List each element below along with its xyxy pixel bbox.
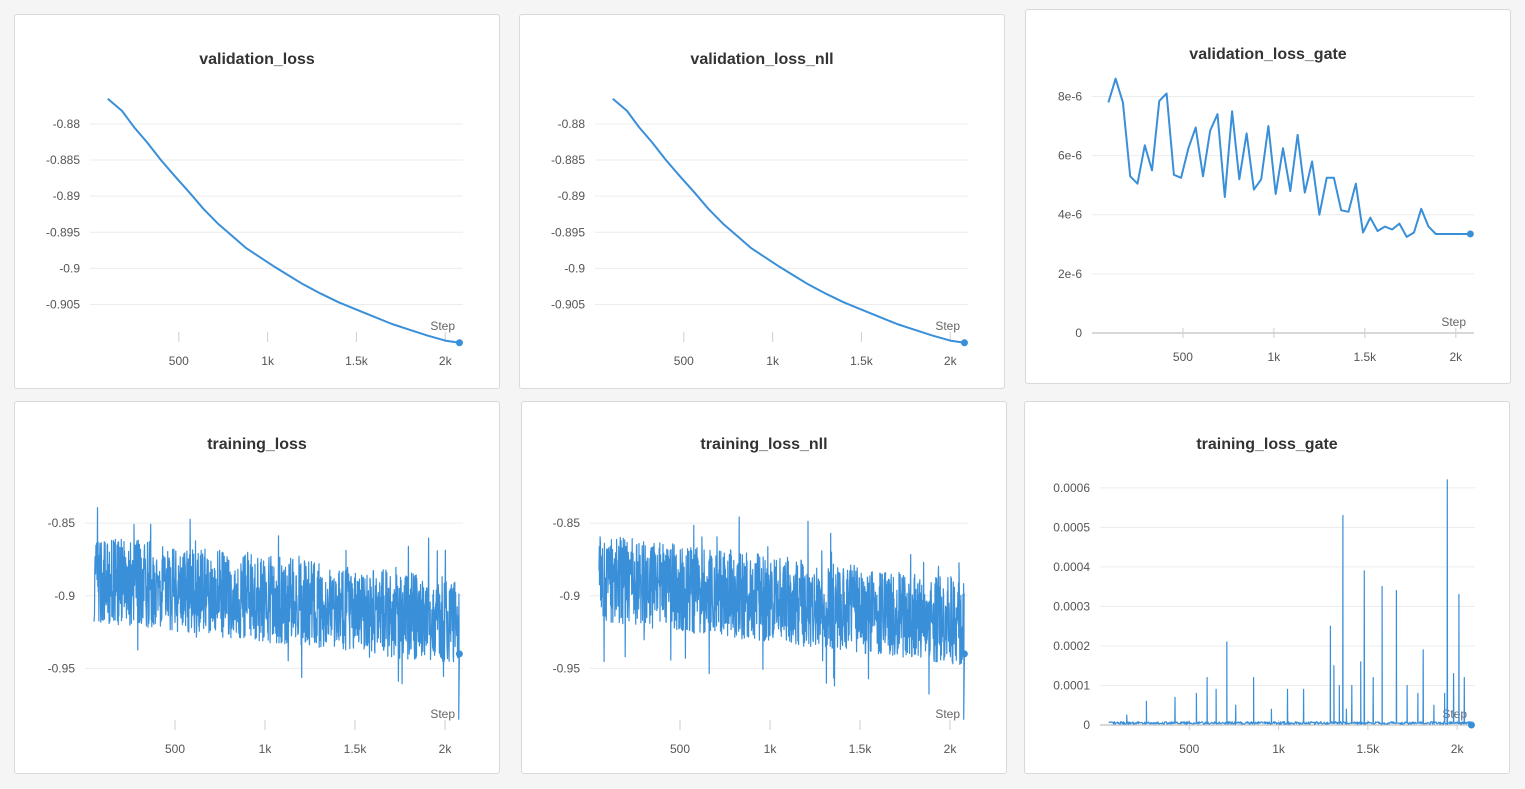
y-tick-label: -0.9 [59,261,80,275]
y-tick-label: -0.95 [553,661,581,675]
chart-title: training_loss [207,436,307,453]
y-tick-label: -0.895 [551,225,585,239]
x-tick-label: 1k [764,742,778,756]
y-tick-label: -0.895 [46,225,80,239]
last-point-marker [455,650,463,658]
y-tick-label: 0.0005 [1053,520,1090,534]
y-tick-label: -0.9 [54,589,75,603]
x-tick-label: 500 [670,742,690,756]
x-axis-label: Step [935,707,960,721]
x-tick-label: 1.5k [1354,350,1378,364]
x-tick-label: 1k [261,354,275,368]
x-tick-label: 1k [1272,742,1286,756]
series-line [612,97,965,344]
last-point-marker [960,339,968,347]
y-tick-label: -0.9 [559,589,580,603]
x-tick-label: 2k [944,742,958,756]
chart-validation-loss: -0.88 -0.885 -0.89 -0.895 -0.9 -0.905 500 1k 1.5… [46,97,463,368]
x-axis-label: Step [935,319,960,333]
chart-title: validation_loss [199,51,315,68]
x-tick-label: 500 [165,742,185,756]
y-tick-label: 0.0003 [1053,599,1090,613]
chart-title: training_loss_gate [1196,436,1338,453]
chart-panel-training-loss-gate[interactable]: training_loss_gate 0 0.0001 0.0002 0.0003 0.… [1024,401,1510,774]
x-axis-label: Step [1441,315,1466,329]
chart-training-loss-gate: 0 0.0001 0.0002 0.0003 0.0004 0.0005 0.0006 500… [1053,479,1475,756]
last-point-marker [1467,721,1475,729]
x-tick-label: 1.5k [849,742,873,756]
series-line [107,97,460,344]
series-line [1108,479,1472,726]
last-point-marker [1466,230,1474,238]
x-axis-label: Step [430,707,455,721]
y-tick-label: 0 [1083,718,1090,732]
chart-title: training_loss_nll [700,436,828,453]
y-tick-label: -0.88 [558,117,586,131]
last-point-marker [960,650,968,658]
chart-panel-validation-loss[interactable]: validation_loss -0.88 -0.885 -0.89 -0.895 -0… [14,14,500,389]
x-tick-label: 1k [1268,350,1282,364]
series-line [598,516,965,720]
y-tick-label: -0.885 [551,153,585,167]
x-tick-label: 500 [1179,742,1199,756]
x-tick-label: 1.5k [1357,742,1381,756]
x-tick-label: 1.5k [345,354,369,368]
y-tick-label: 0 [1075,326,1082,340]
chart-panel-validation-loss-gate[interactable]: validation_loss_gate 0 2e-6 4e-6 6e-6 8e-6 50… [1025,9,1511,384]
x-tick-label: 1k [766,354,780,368]
y-tick-label: -0.89 [558,189,586,203]
x-tick-label: 2k [1449,350,1463,364]
y-tick-label: 0.0002 [1053,639,1090,653]
y-tick-label: 0.0001 [1053,678,1090,692]
chart-validation-loss-nll: -0.88 -0.885 -0.89 -0.895 -0.9 -0.905 500 1k 1.5… [551,97,968,368]
x-tick-label: 2k [439,354,453,368]
y-tick-label: -0.95 [48,661,76,675]
chart-panel-training-loss-nll[interactable]: training_loss_nll -0.85 -0.9 -0.95 500 1k 1.5… [521,401,1007,774]
y-tick-label: 0.0004 [1053,560,1090,574]
chart-training-loss-nll: -0.85 -0.9 -0.95 500 1k 1.5k 2k Step [553,516,968,756]
x-axis-label: Step [1442,707,1467,721]
chart-title: validation_loss_nll [690,51,834,68]
chart-training-loss: -0.85 -0.9 -0.95 500 1k 1.5k 2k Step [48,507,463,756]
y-tick-label: -0.85 [48,516,76,530]
series-line [93,507,460,720]
chart-title: validation_loss_gate [1189,46,1347,63]
x-tick-label: 500 [169,354,189,368]
y-tick-label: -0.9 [564,261,585,275]
y-tick-label: -0.88 [53,117,81,131]
x-tick-label: 2k [439,742,453,756]
x-tick-label: 1.5k [850,354,874,368]
x-tick-label: 500 [674,354,694,368]
x-tick-label: 2k [1451,742,1465,756]
y-tick-label: 2e-6 [1058,267,1082,281]
x-tick-label: 1k [259,742,273,756]
x-tick-label: 1.5k [344,742,368,756]
x-axis-label: Step [430,319,455,333]
x-tick-label: 500 [1173,350,1193,364]
series-line [1107,77,1471,238]
y-tick-label: -0.89 [53,189,81,203]
chart-validation-loss-gate: 0 2e-6 4e-6 6e-6 8e-6 500 1k 1.5k 2k Step [1058,77,1474,364]
chart-panel-validation-loss-nll[interactable]: validation_loss_nll -0.88 -0.885 -0.89 -0.8… [519,14,1005,389]
y-tick-label: -0.85 [553,516,581,530]
y-tick-label: 4e-6 [1058,208,1082,222]
y-tick-label: -0.885 [46,153,80,167]
last-point-marker [455,339,463,347]
y-tick-label: -0.905 [551,298,585,312]
y-tick-label: 8e-6 [1058,89,1082,103]
y-tick-label: 0.0006 [1053,481,1090,495]
y-tick-label: 6e-6 [1058,149,1082,163]
chart-panel-training-loss[interactable]: training_loss -0.85 -0.9 -0.95 500 1k 1.5k 2k S… [14,401,500,774]
x-tick-label: 2k [944,354,958,368]
y-tick-label: -0.905 [46,298,80,312]
